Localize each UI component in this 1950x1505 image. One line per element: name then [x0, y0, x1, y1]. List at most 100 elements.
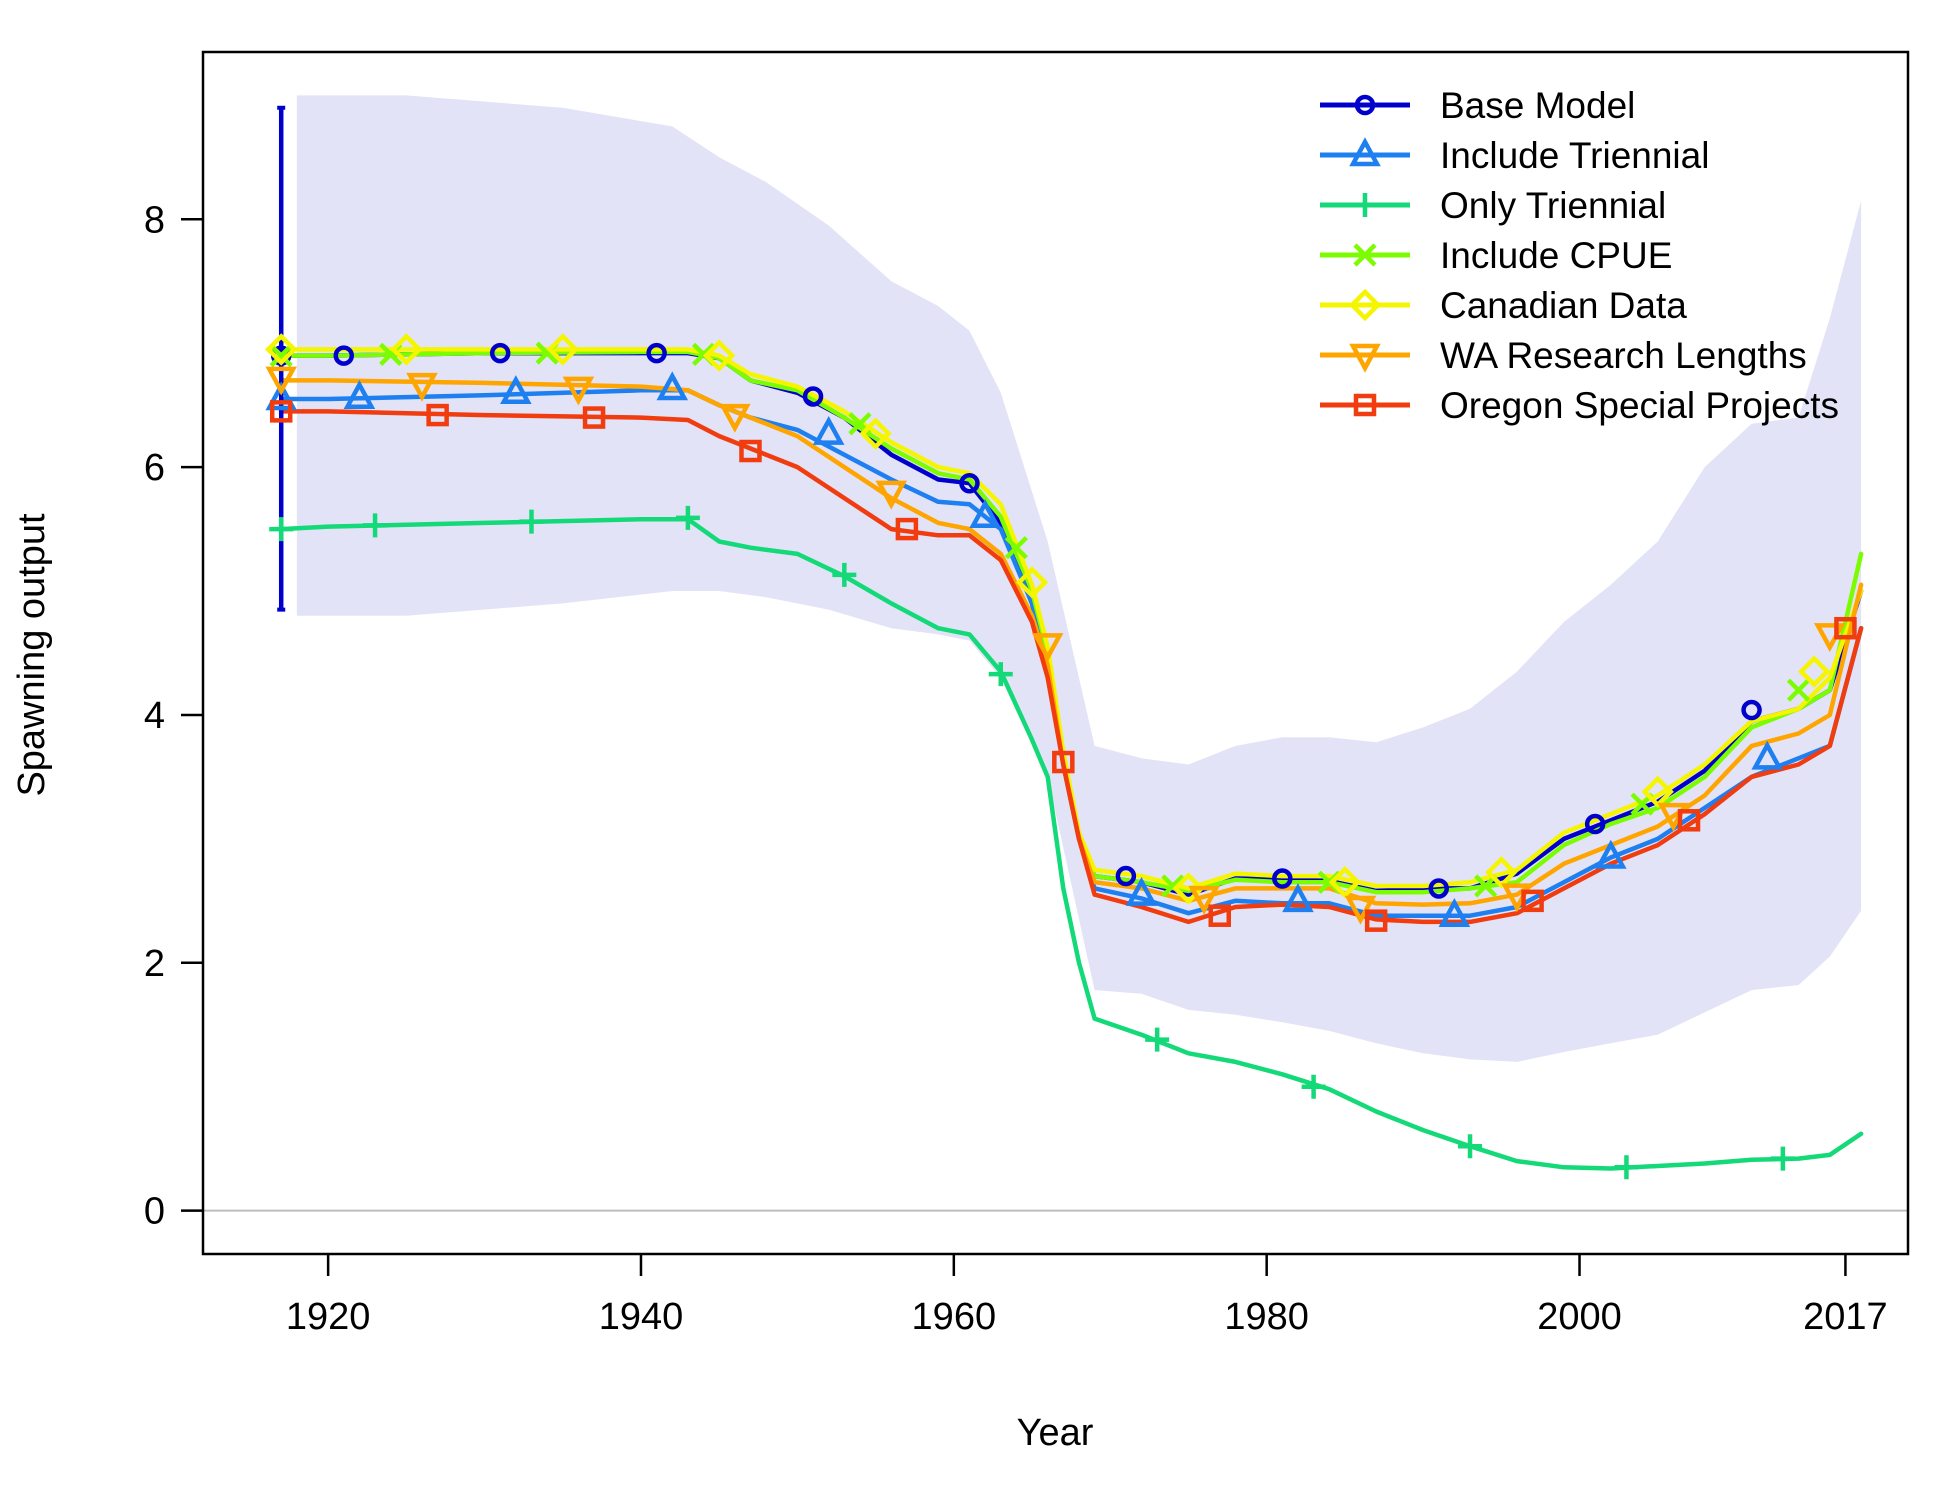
series-7-point [1364, 909, 1388, 932]
legend-marker [1353, 393, 1377, 417]
series-1-point [489, 342, 511, 364]
series-2-point [1595, 839, 1627, 869]
series-2-point [969, 498, 1001, 528]
series-5-point [703, 339, 736, 372]
series-6-point [265, 366, 298, 396]
legend-label: WA Research Lengths [1440, 335, 1807, 376]
series-7-point [1052, 750, 1075, 774]
series-1-point [333, 345, 355, 366]
plot-frame [201, 50, 1910, 1256]
series-5-point [546, 333, 579, 366]
series-3-point [1770, 1146, 1795, 1171]
series-6-point [1188, 885, 1220, 915]
legend-label: Canadian Data [1440, 285, 1687, 326]
series-5-point [1797, 655, 1831, 688]
legend-marker [1348, 288, 1382, 322]
series-3-point [1301, 1074, 1326, 1099]
series-5-point [265, 333, 298, 366]
legend-label: Base Model [1440, 85, 1635, 126]
series-5-point [1485, 856, 1518, 889]
series-1-point [959, 472, 980, 494]
series-2-point [1751, 740, 1784, 770]
series-2-point [812, 415, 845, 445]
x-tick-label: 1960 [912, 1296, 997, 1338]
series-7-point [1834, 616, 1857, 640]
series-6-point [1031, 633, 1064, 663]
series-5-point [859, 417, 892, 450]
series-4-point [1004, 536, 1028, 560]
series-5-point [1641, 775, 1674, 808]
uncertainty-band [296, 95, 1862, 1062]
series-3-point [1458, 1134, 1483, 1159]
series-2-point [265, 381, 298, 411]
series-3-point [832, 562, 857, 587]
legend-label: Include CPUE [1440, 235, 1672, 276]
legend-label: Oregon Special Projects [1440, 385, 1839, 426]
series-1-point [1741, 699, 1762, 721]
series-4-point [269, 344, 293, 368]
y-tick-label: 4 [144, 695, 165, 737]
series-2-point [656, 371, 689, 401]
series-3-point [1145, 1027, 1170, 1052]
axis-layer: 1920 1940 1960 1980 2000 2017 0 2 4 6 8 [144, 199, 1888, 1338]
series-3-point [988, 662, 1013, 687]
series-2-point [500, 375, 532, 405]
legend-label: Include Triennial [1440, 135, 1709, 176]
series-5-point [1172, 872, 1205, 905]
legend-marker [1349, 137, 1381, 167]
uncertainty-band-layer [296, 95, 1862, 1062]
series-7-point [1208, 904, 1231, 927]
y-tick-label: 6 [144, 447, 165, 489]
series-1-point [802, 386, 824, 407]
series-7-point [1677, 809, 1701, 832]
x-tick-label: 1920 [286, 1296, 371, 1338]
series-5-point [1328, 866, 1362, 899]
y-axis-title: Spawning output [11, 513, 53, 797]
series-3-point [269, 517, 294, 542]
series-line-6 [278, 378, 1864, 907]
series-3-point [363, 513, 388, 538]
legend-marker [1349, 343, 1381, 373]
series-5-point [390, 333, 423, 366]
series-3-point [675, 505, 700, 530]
series-2-point [343, 380, 376, 409]
legend-marker [1353, 243, 1377, 267]
series-1-point [646, 342, 667, 364]
x-tick-label: 1940 [599, 1296, 684, 1338]
series-6-point [1344, 895, 1377, 925]
legend: Base Model Include Triennial Only Triennia… [1320, 85, 1839, 426]
series-7-point [426, 403, 449, 427]
legend-label: Only Triennial [1440, 185, 1666, 226]
series-6-point [719, 403, 751, 433]
series-2-point [1438, 898, 1471, 927]
series-3-point [1614, 1155, 1639, 1180]
x-tick-label: 2000 [1537, 1296, 1622, 1338]
series-4-point [1786, 678, 1811, 702]
series-1-point [1115, 865, 1137, 887]
series-line-5 [278, 347, 1864, 891]
marker-layer [265, 333, 1857, 1180]
series-5-point [1015, 566, 1049, 599]
y-tick-label: 8 [144, 199, 165, 241]
y-tick-label: 2 [144, 943, 165, 985]
series-7-point [739, 439, 762, 463]
series-1-point [1272, 868, 1293, 889]
y-tick-label: 0 [144, 1191, 165, 1233]
series-2-point [1282, 883, 1314, 913]
x-tick-label: 2017 [1803, 1296, 1888, 1338]
series-1-point [1584, 813, 1606, 835]
series-1-point [1428, 878, 1449, 899]
series-6-point [875, 480, 908, 510]
series-3-point [519, 509, 544, 534]
x-tick-label: 1980 [1224, 1296, 1309, 1338]
series-7-point [1521, 889, 1544, 913]
series-2-point [1125, 876, 1158, 906]
series-6-point [406, 372, 438, 402]
series-7-point [895, 517, 919, 541]
series-7-point [582, 406, 606, 429]
x-axis-title: Year [1017, 1412, 1094, 1454]
series-7-point [269, 400, 293, 423]
legend-marker [1353, 193, 1377, 217]
